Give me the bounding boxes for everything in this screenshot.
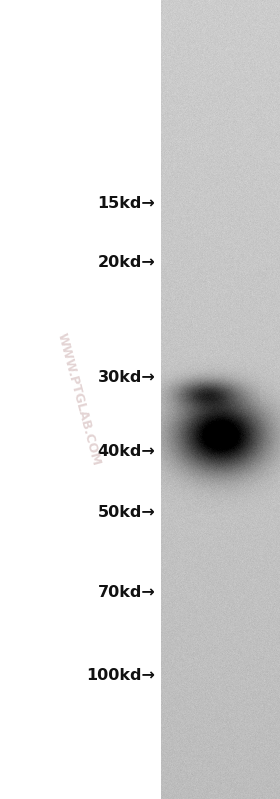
Text: WWW.PTGLAB.COM: WWW.PTGLAB.COM <box>54 332 102 467</box>
Text: 70kd→: 70kd→ <box>98 586 155 600</box>
Text: 40kd→: 40kd→ <box>98 444 155 459</box>
Text: 15kd→: 15kd→ <box>98 197 155 211</box>
Text: 20kd→: 20kd→ <box>98 255 155 269</box>
Text: 50kd→: 50kd→ <box>98 506 155 520</box>
Text: 100kd→: 100kd→ <box>87 668 155 682</box>
Text: 30kd→: 30kd→ <box>98 370 155 384</box>
